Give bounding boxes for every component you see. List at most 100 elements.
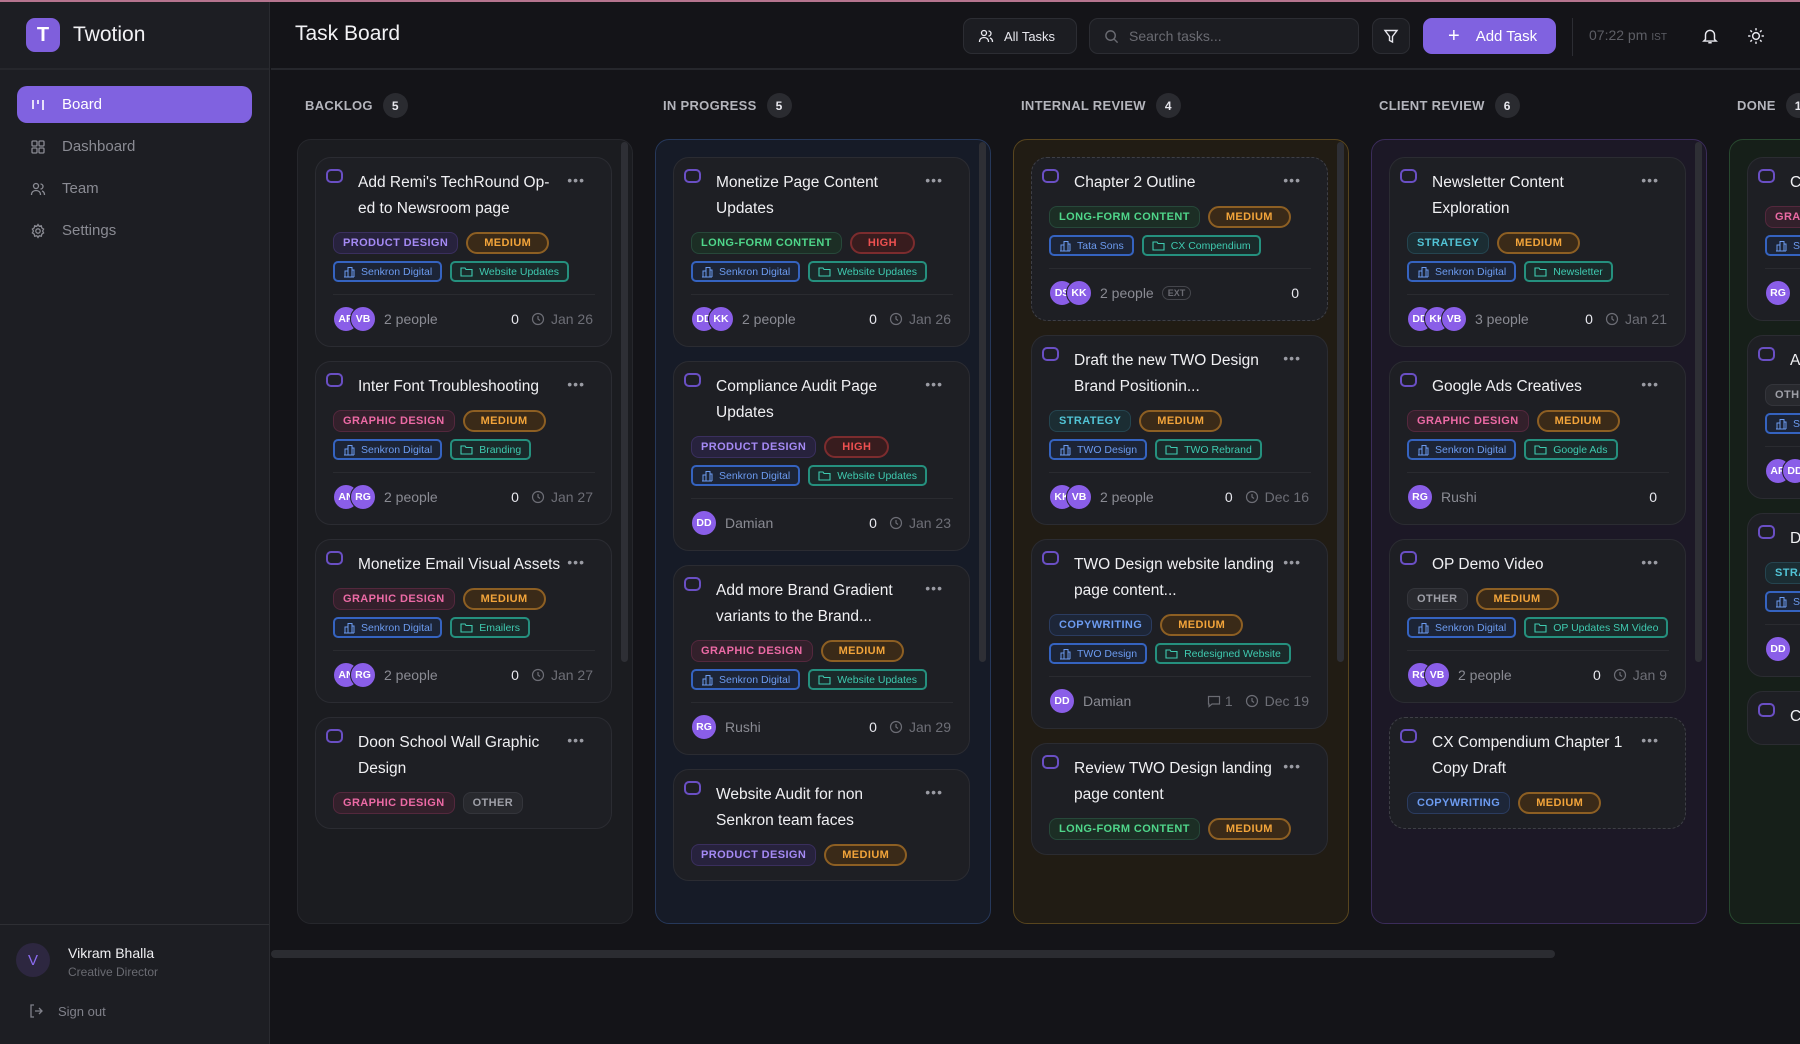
- task-checkbox[interactable]: [326, 373, 343, 387]
- task-card[interactable]: OP Demo Video ••• OTHER MEDIUM Senkron Digit…: [1389, 539, 1686, 703]
- more-options-icon[interactable]: •••: [925, 376, 943, 392]
- client-chip[interactable]: Tata Sons: [1049, 235, 1134, 256]
- project-chip[interactable]: CX Compendium: [1141, 235, 1261, 256]
- column-scrollbar[interactable]: [1337, 142, 1344, 662]
- task-card[interactable]: D R•••STRATEGYSSDDD: [1747, 513, 1800, 677]
- more-options-icon[interactable]: •••: [1641, 172, 1659, 188]
- client-chip[interactable]: TWO Design: [1049, 643, 1148, 664]
- task-checkbox[interactable]: [1400, 551, 1417, 565]
- client-chip[interactable]: Senkron Digital: [333, 617, 443, 638]
- horizontal-scrollbar[interactable]: [271, 950, 1555, 958]
- sidebar-item-dashboard[interactable]: Dashboard: [17, 128, 252, 165]
- all-tasks-filter[interactable]: All Tasks: [963, 18, 1077, 54]
- more-options-icon[interactable]: •••: [925, 784, 943, 800]
- task-card[interactable]: Website Audit for non Senkron team faces…: [673, 769, 970, 881]
- client-chip[interactable]: S: [1765, 235, 1800, 256]
- client-chip[interactable]: S: [1765, 413, 1800, 434]
- more-options-icon[interactable]: •••: [925, 172, 943, 188]
- task-checkbox[interactable]: [684, 169, 701, 183]
- task-card[interactable]: TWO Design website landing page content.…: [1031, 539, 1328, 729]
- project-chip[interactable]: Website Updates: [808, 465, 927, 486]
- more-options-icon[interactable]: •••: [1641, 554, 1659, 570]
- client-chip[interactable]: Senkron Digital: [691, 261, 801, 282]
- column-scrollbar[interactable]: [621, 142, 628, 662]
- assignee-avatar[interactable]: KK: [1066, 280, 1092, 306]
- user-avatar[interactable]: V: [16, 943, 50, 977]
- task-card[interactable]: CX Compendium Chapter 1 Copy Draft ••• COP…: [1389, 717, 1686, 829]
- assignee-avatar[interactable]: RG: [691, 714, 717, 740]
- task-card[interactable]: Doon School Wall Graphic Design ••• GRAPHI…: [315, 717, 612, 829]
- client-chip[interactable]: TWO Design: [1049, 439, 1148, 460]
- client-chip[interactable]: Senkron Digital: [691, 669, 801, 690]
- assignee-avatar[interactable]: RG: [1407, 484, 1433, 510]
- filter-button[interactable]: [1372, 18, 1410, 54]
- task-card[interactable]: A fo•••OTHERSARDD: [1747, 335, 1800, 499]
- task-card[interactable]: Newsletter Content Exploration ••• STRATEG…: [1389, 157, 1686, 347]
- project-chip[interactable]: OP Updates SM Video: [1524, 617, 1669, 638]
- more-options-icon[interactable]: •••: [1283, 350, 1301, 366]
- column-scrollbar[interactable]: [979, 142, 986, 662]
- more-options-icon[interactable]: •••: [1283, 172, 1301, 188]
- assignee-avatar[interactable]: DD: [1049, 688, 1075, 714]
- task-checkbox[interactable]: [326, 729, 343, 743]
- task-card[interactable]: Chapter 2 Outline ••• LONG-FORM CONTENT MED…: [1031, 157, 1328, 321]
- task-checkbox[interactable]: [1758, 169, 1775, 183]
- client-chip[interactable]: Senkron Digital: [1407, 439, 1517, 460]
- sign-out-button[interactable]: Sign out: [28, 1003, 106, 1019]
- task-card[interactable]: Inter Font Troubleshooting ••• GRAPHIC DES…: [315, 361, 612, 525]
- project-chip[interactable]: Google Ads: [1524, 439, 1618, 460]
- more-options-icon[interactable]: •••: [1283, 758, 1301, 774]
- bell-icon[interactable]: [1701, 27, 1719, 45]
- assignee-avatar[interactable]: DD: [1765, 636, 1791, 662]
- column-scrollbar[interactable]: [1695, 142, 1702, 662]
- client-chip[interactable]: S: [1765, 591, 1800, 612]
- task-checkbox[interactable]: [1400, 373, 1417, 387]
- assignee-avatar[interactable]: RG: [1765, 280, 1791, 306]
- assignee-avatar[interactable]: DD: [1782, 458, 1800, 484]
- task-checkbox[interactable]: [326, 169, 343, 183]
- project-chip[interactable]: TWO Rebrand: [1155, 439, 1262, 460]
- task-checkbox[interactable]: [1758, 525, 1775, 539]
- task-checkbox[interactable]: [684, 373, 701, 387]
- more-options-icon[interactable]: •••: [567, 172, 585, 188]
- task-card[interactable]: Monetize Email Visual Assets ••• GRAPHIC D…: [315, 539, 612, 703]
- assignee-avatar[interactable]: RG: [350, 662, 376, 688]
- theme-toggle-icon[interactable]: [1747, 27, 1765, 45]
- more-options-icon[interactable]: •••: [567, 554, 585, 570]
- task-checkbox[interactable]: [684, 781, 701, 795]
- assignee-avatar[interactable]: VB: [1066, 484, 1092, 510]
- more-options-icon[interactable]: •••: [1641, 376, 1659, 392]
- project-chip[interactable]: Website Updates: [808, 669, 927, 690]
- search-input[interactable]: Search tasks...: [1089, 18, 1359, 54]
- task-card[interactable]: Add Remi's TechRound Op-ed to Newsroom p…: [315, 157, 612, 347]
- task-checkbox[interactable]: [1042, 551, 1059, 565]
- more-options-icon[interactable]: •••: [1283, 554, 1301, 570]
- project-chip[interactable]: Newsletter: [1524, 261, 1613, 282]
- client-chip[interactable]: Senkron Digital: [333, 439, 443, 460]
- task-card[interactable]: Monetize Page Content Updates ••• LONG-FOR…: [673, 157, 970, 347]
- client-chip[interactable]: Senkron Digital: [1407, 261, 1517, 282]
- task-card[interactable]: Add more Brand Gradient variants to the …: [673, 565, 970, 755]
- more-options-icon[interactable]: •••: [925, 580, 943, 596]
- client-chip[interactable]: Senkron Digital: [333, 261, 443, 282]
- task-checkbox[interactable]: [1042, 347, 1059, 361]
- client-chip[interactable]: Senkron Digital: [691, 465, 801, 486]
- task-checkbox[interactable]: [1042, 755, 1059, 769]
- task-checkbox[interactable]: [326, 551, 343, 565]
- more-options-icon[interactable]: •••: [567, 376, 585, 392]
- assignee-avatar[interactable]: DD: [691, 510, 717, 536]
- task-checkbox[interactable]: [684, 577, 701, 591]
- add-task-button[interactable]: + Add Task: [1423, 18, 1556, 54]
- sidebar-item-team[interactable]: Team: [17, 170, 252, 207]
- task-card[interactable]: C C•••: [1747, 691, 1800, 745]
- project-chip[interactable]: Emailers: [450, 617, 531, 638]
- task-card[interactable]: C S•••GRAPHIC DESIGNSRGR: [1747, 157, 1800, 321]
- task-checkbox[interactable]: [1400, 729, 1417, 743]
- task-card[interactable]: Review TWO Design landing page content ••…: [1031, 743, 1328, 855]
- task-card[interactable]: Compliance Audit Page Updates ••• PRODUCT …: [673, 361, 970, 551]
- client-chip[interactable]: Senkron Digital: [1407, 617, 1517, 638]
- assignee-avatar[interactable]: RG: [1407, 662, 1433, 688]
- assignee-avatar[interactable]: VB: [1424, 662, 1450, 688]
- task-checkbox[interactable]: [1400, 169, 1417, 183]
- sidebar-item-board[interactable]: Board: [17, 86, 252, 123]
